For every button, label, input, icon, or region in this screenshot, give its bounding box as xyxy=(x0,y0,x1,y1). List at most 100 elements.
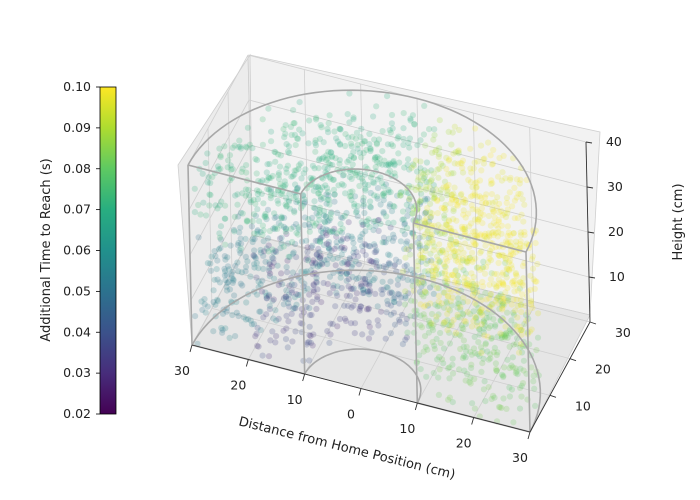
scatter-point xyxy=(517,238,524,245)
scatter-point xyxy=(438,195,445,202)
scatter-point xyxy=(462,318,469,325)
scatter-point xyxy=(401,231,408,238)
scatter-point xyxy=(364,288,371,295)
scatter-point xyxy=(457,303,464,310)
scatter-point xyxy=(442,255,449,262)
scatter-point xyxy=(483,309,490,317)
scatter-point xyxy=(516,405,524,412)
scatter-point xyxy=(283,293,290,300)
scatter-point xyxy=(426,218,433,225)
scatter-point xyxy=(376,160,383,167)
scatter-point xyxy=(281,178,288,185)
scatter-point xyxy=(529,265,537,272)
scatter-point xyxy=(323,152,330,159)
scatter-point xyxy=(319,229,326,236)
scatter-point xyxy=(405,182,413,189)
scatter-point xyxy=(318,299,325,306)
scatter-point xyxy=(325,160,332,167)
scatter-point xyxy=(235,213,242,220)
scatter-point xyxy=(365,306,372,313)
scatter-point xyxy=(366,280,373,287)
scatter-point xyxy=(390,159,397,166)
scatter-point xyxy=(388,289,395,296)
scatter-point xyxy=(400,216,407,223)
scatter-point xyxy=(284,269,291,276)
scatter-point xyxy=(450,150,457,157)
scatter-point xyxy=(439,247,446,254)
scatter-point xyxy=(326,201,333,208)
scatter-point xyxy=(416,252,424,259)
scatter-point xyxy=(371,249,378,256)
scatter-point xyxy=(213,266,220,273)
scatter-point xyxy=(512,242,520,249)
scatter-point xyxy=(416,198,423,205)
scatter-point xyxy=(373,103,380,110)
scatter-point xyxy=(437,190,444,197)
scatter-point xyxy=(310,281,317,288)
scatter-point xyxy=(516,349,523,356)
scatter-point xyxy=(343,277,350,284)
scatter-point xyxy=(418,190,425,197)
scatter-point xyxy=(231,142,238,149)
scatter-point xyxy=(366,288,373,295)
scatter-point xyxy=(417,366,424,373)
scatter-point xyxy=(400,125,407,132)
scatter-point xyxy=(376,155,383,162)
scatter-point xyxy=(325,192,332,199)
scatter-point xyxy=(385,186,392,193)
scatter-point xyxy=(508,301,515,308)
scatter-point xyxy=(245,186,252,193)
scatter-point xyxy=(292,240,299,248)
scatter-point xyxy=(323,185,331,192)
scatter-point xyxy=(231,213,238,220)
scatter-point xyxy=(287,123,295,130)
scatter-point xyxy=(353,208,360,215)
scatter-point xyxy=(383,162,390,169)
scatter-point xyxy=(371,192,378,199)
x-tick-label: 30 xyxy=(174,363,190,378)
scatter-point xyxy=(469,249,476,256)
scatter-point xyxy=(377,174,384,181)
scatter-point xyxy=(483,315,490,322)
scatter-point xyxy=(529,304,536,311)
scatter-point xyxy=(500,372,507,379)
scatter-point xyxy=(247,273,254,280)
x-tick-mark xyxy=(302,373,306,382)
scatter-point xyxy=(286,253,293,260)
scatter-point xyxy=(265,235,272,242)
scatter-point xyxy=(490,208,497,215)
scatter-point xyxy=(504,309,511,316)
scatter-point xyxy=(490,146,497,154)
scatter-point xyxy=(347,188,354,196)
scatter-point xyxy=(320,154,327,161)
scatter-point xyxy=(506,252,514,259)
scatter-point xyxy=(357,303,365,310)
scatter-point xyxy=(450,190,457,197)
scatter-point xyxy=(379,148,386,155)
scatter-point xyxy=(495,216,502,224)
scatter-point xyxy=(473,184,480,191)
scatter-point xyxy=(359,230,366,237)
scatter-point xyxy=(486,250,493,257)
scatter-point xyxy=(482,199,489,206)
scatter-point xyxy=(371,154,379,161)
scatter-point xyxy=(267,174,274,181)
scatter-point xyxy=(446,156,453,163)
scatter-point xyxy=(336,315,344,323)
scatter-point xyxy=(325,148,332,155)
scatter-point xyxy=(514,215,522,222)
scatter-point xyxy=(263,295,270,302)
scatter-point xyxy=(491,270,498,277)
scatter-point xyxy=(501,364,508,371)
scatter-point xyxy=(511,184,518,191)
scatter-point xyxy=(360,203,367,210)
scatter-point xyxy=(430,247,437,254)
scatter-point xyxy=(367,145,374,152)
scatter-point xyxy=(340,182,347,189)
scatter-point xyxy=(310,204,317,211)
scatter-point xyxy=(307,267,314,274)
scatter-point xyxy=(357,280,365,288)
scatter-point xyxy=(283,312,290,319)
scatter-point xyxy=(360,275,367,282)
